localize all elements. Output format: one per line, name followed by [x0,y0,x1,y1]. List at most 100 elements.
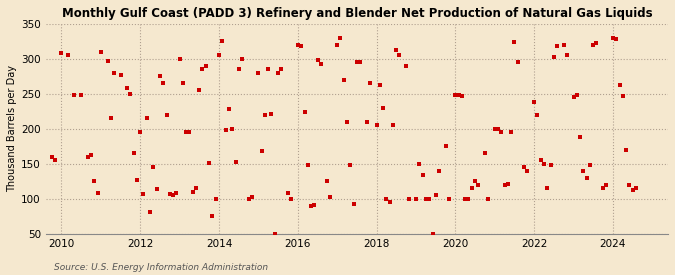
Point [86,153,97,157]
Point [171,191,182,196]
Point [109,71,119,75]
Point [500,183,510,187]
Point [260,113,271,117]
Point [450,93,461,98]
Point [470,179,481,184]
Point [256,149,267,153]
Point [223,107,234,111]
Point [217,39,227,44]
Point [489,127,500,131]
Point [460,197,470,201]
Point [479,151,490,156]
Point [394,53,405,57]
Point [191,186,202,191]
Point [466,186,477,191]
Point [375,82,385,87]
Point [161,113,172,117]
Point [220,128,231,133]
Point [155,74,165,79]
Point [234,67,244,72]
Point [115,73,126,77]
Point [167,193,178,198]
Point [292,43,303,47]
Point [571,93,582,98]
Point [76,93,86,98]
Point [401,64,412,68]
Point [417,173,428,177]
Point [620,148,631,152]
Point [151,187,162,191]
Point [263,67,273,72]
Point [378,106,389,110]
Point [545,163,556,167]
Point [122,86,133,90]
Point [548,55,559,59]
Point [165,192,176,196]
Point [463,197,474,201]
Point [529,100,539,104]
Point [512,60,523,65]
Point [354,60,365,65]
Point [542,186,553,191]
Point [381,197,392,201]
Point [509,40,520,44]
Point [144,209,155,214]
Point [309,202,320,207]
Point [539,162,549,166]
Point [433,169,444,173]
Point [535,158,546,163]
Point [443,197,454,201]
Point [558,43,569,47]
Point [207,214,218,219]
Point [352,60,362,65]
Point [608,36,618,40]
Point [132,178,142,182]
Point [483,197,493,201]
Point [618,94,628,98]
Point [49,158,60,163]
Point [299,110,310,114]
Point [148,165,159,170]
Point [361,120,372,124]
Point [597,186,608,191]
Point [211,197,221,201]
Point [138,192,148,196]
Point [424,197,435,201]
Point [578,169,589,173]
Point [601,183,612,187]
Point [551,44,562,48]
Point [364,81,375,86]
Point [614,82,625,87]
Point [322,179,333,184]
Point [135,130,146,135]
Text: Source: U.S. Energy Information Administration: Source: U.S. Energy Information Administ… [54,263,268,271]
Point [338,78,349,82]
Point [624,183,635,187]
Point [243,197,254,201]
Point [581,176,592,180]
Point [519,165,530,170]
Point [194,88,205,93]
Point [128,151,139,156]
Point [102,59,113,63]
Point [178,81,188,86]
Point [588,43,599,47]
Point [246,195,257,199]
Point [82,155,93,159]
Point [591,41,602,46]
Point [158,81,169,86]
Point [427,232,438,236]
Point [611,37,622,42]
Point [105,116,116,121]
Point [453,92,464,97]
Point [414,162,425,166]
Point [496,130,507,135]
Point [174,57,185,61]
Point [387,123,398,128]
Point [213,53,224,57]
Point [92,191,103,196]
Point [125,92,136,96]
Point [332,43,343,47]
Point [430,193,441,198]
Point [568,95,579,100]
